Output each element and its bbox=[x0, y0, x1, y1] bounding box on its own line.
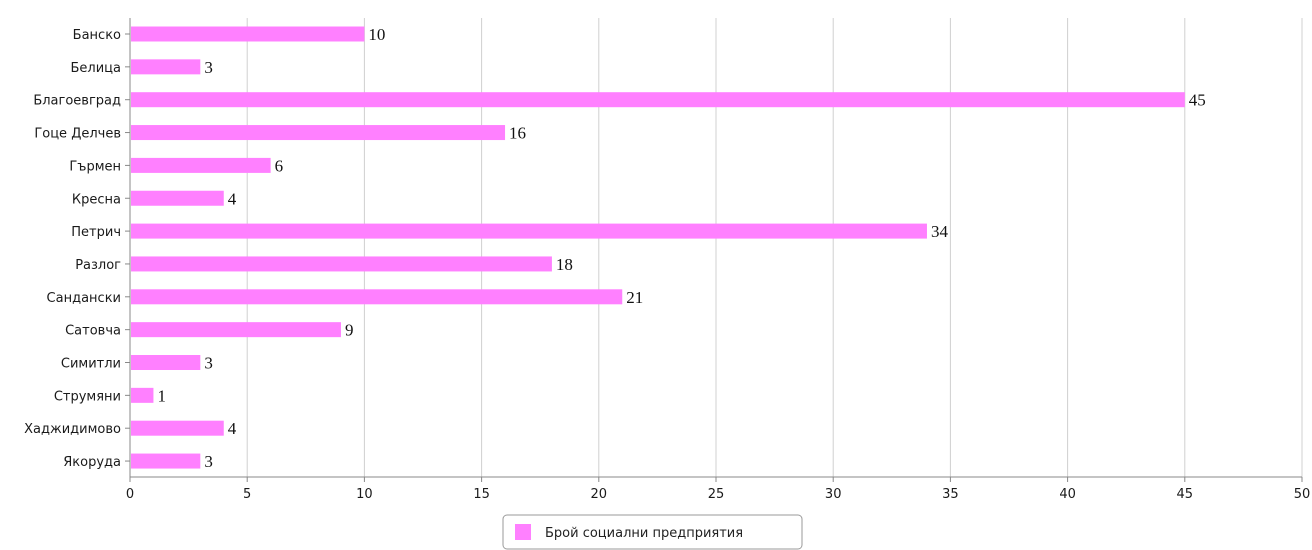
axes: 0 5 10 15 20 25 30 35 40 45 50 bbox=[125, 18, 1310, 502]
data-label: 3 bbox=[204, 354, 213, 373]
bars bbox=[131, 26, 1185, 469]
category-label: Петрич bbox=[71, 225, 121, 240]
category-label: Сатовча bbox=[65, 324, 121, 339]
legend-swatch bbox=[515, 524, 531, 540]
data-label: 34 bbox=[931, 222, 949, 241]
legend-label: Брой социални предприятия bbox=[545, 526, 743, 541]
bar[interactable] bbox=[131, 157, 271, 173]
category-label: Кресна bbox=[72, 192, 121, 207]
bar[interactable] bbox=[131, 26, 365, 42]
bar[interactable] bbox=[131, 92, 1185, 108]
legend-box bbox=[502, 514, 803, 550]
data-label: 21 bbox=[626, 288, 643, 307]
labels: Банско 10 Белица 3 Благоевград 45 Гоце Делчев 1… bbox=[24, 25, 1206, 471]
data-label: 45 bbox=[1189, 91, 1206, 110]
data-label: 6 bbox=[275, 156, 284, 175]
bar[interactable] bbox=[131, 59, 201, 75]
data-label: 10 bbox=[368, 25, 385, 44]
data-label: 4 bbox=[228, 419, 237, 438]
x-tick-label: 50 bbox=[1294, 487, 1311, 502]
bar[interactable] bbox=[131, 355, 201, 370]
x-tick-label: 40 bbox=[1059, 487, 1076, 502]
data-label: 18 bbox=[556, 255, 573, 274]
x-tick-label: 35 bbox=[942, 487, 959, 502]
data-label: 16 bbox=[509, 124, 526, 143]
category-label: Гърмен bbox=[69, 159, 121, 174]
data-label: 4 bbox=[228, 189, 237, 208]
category-label: Разлог bbox=[75, 258, 121, 273]
category-label: Струмяни bbox=[54, 389, 121, 404]
legend[interactable]: Брой социални предприятия bbox=[502, 514, 803, 550]
bar[interactable] bbox=[131, 289, 623, 305]
category-label: Гоце Делчев bbox=[34, 127, 121, 142]
category-label: Симитли bbox=[61, 357, 121, 372]
data-label: 3 bbox=[204, 58, 213, 77]
bar[interactable] bbox=[131, 223, 927, 239]
x-tick-label: 5 bbox=[243, 487, 251, 502]
bar[interactable] bbox=[131, 387, 154, 403]
x-tick-label: 45 bbox=[1177, 487, 1194, 502]
bar[interactable] bbox=[131, 420, 224, 436]
data-label: 3 bbox=[204, 452, 213, 471]
data-label: 9 bbox=[345, 321, 354, 340]
category-label: Благоевград bbox=[33, 94, 121, 109]
bar[interactable] bbox=[131, 322, 341, 338]
x-tick-label: 25 bbox=[708, 487, 725, 502]
gridlines bbox=[246, 18, 1303, 477]
category-label: Сандански bbox=[47, 291, 121, 306]
x-tick-label: 20 bbox=[591, 487, 608, 502]
x-tick-label: 0 bbox=[126, 487, 134, 502]
bar[interactable] bbox=[131, 190, 224, 206]
data-label: 1 bbox=[157, 386, 166, 405]
category-label: Банско bbox=[73, 28, 121, 43]
bar[interactable] bbox=[131, 256, 552, 272]
category-label: Якоруда bbox=[63, 455, 121, 470]
bar[interactable] bbox=[131, 125, 506, 141]
category-label: Хаджидимово bbox=[24, 422, 121, 437]
x-tick-label: 30 bbox=[825, 487, 842, 502]
category-label: Белица bbox=[71, 61, 122, 76]
bar[interactable] bbox=[131, 453, 201, 469]
x-tick-label: 15 bbox=[473, 487, 490, 502]
x-tick-label: 10 bbox=[356, 487, 373, 502]
